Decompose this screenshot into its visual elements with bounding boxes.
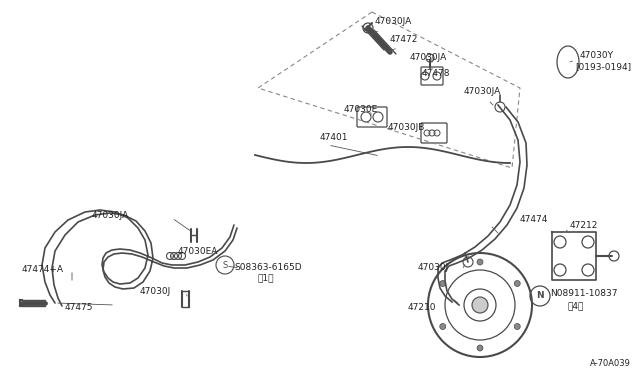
Text: A-70A039: A-70A039 — [590, 359, 631, 369]
Circle shape — [472, 297, 488, 313]
Text: 47475: 47475 — [65, 304, 93, 312]
Text: 47030JB: 47030JB — [388, 124, 426, 132]
Text: 47030E: 47030E — [344, 106, 378, 115]
Text: 47401: 47401 — [320, 134, 349, 142]
Text: 〈1〉: 〈1〉 — [258, 273, 275, 282]
Text: 47030JA: 47030JA — [464, 87, 501, 96]
Text: 47472: 47472 — [390, 35, 419, 45]
Text: 47030J: 47030J — [418, 263, 449, 273]
Circle shape — [477, 259, 483, 265]
Circle shape — [440, 324, 446, 330]
Text: N08911-10837: N08911-10837 — [550, 289, 618, 298]
Text: 47212: 47212 — [570, 221, 598, 230]
Text: 47030Y: 47030Y — [580, 51, 614, 60]
Circle shape — [440, 280, 446, 286]
Text: 47030JA: 47030JA — [92, 211, 129, 219]
Text: N: N — [536, 292, 544, 301]
Text: 47030J: 47030J — [140, 288, 172, 296]
Circle shape — [477, 345, 483, 351]
Text: 47030JA: 47030JA — [410, 54, 447, 62]
Text: 47030JA: 47030JA — [375, 17, 412, 26]
Text: 47474+A: 47474+A — [22, 266, 64, 275]
Text: 〈4〉: 〈4〉 — [568, 301, 584, 311]
Circle shape — [514, 324, 520, 330]
Text: 47478: 47478 — [422, 68, 451, 77]
Text: [0193-0194]: [0193-0194] — [575, 62, 631, 71]
Circle shape — [514, 280, 520, 286]
Text: S: S — [222, 260, 228, 269]
Text: 47474: 47474 — [520, 215, 548, 224]
Text: 47210: 47210 — [408, 304, 436, 312]
Text: 47030EA: 47030EA — [178, 247, 218, 257]
Text: S08363-6165D: S08363-6165D — [234, 263, 301, 272]
